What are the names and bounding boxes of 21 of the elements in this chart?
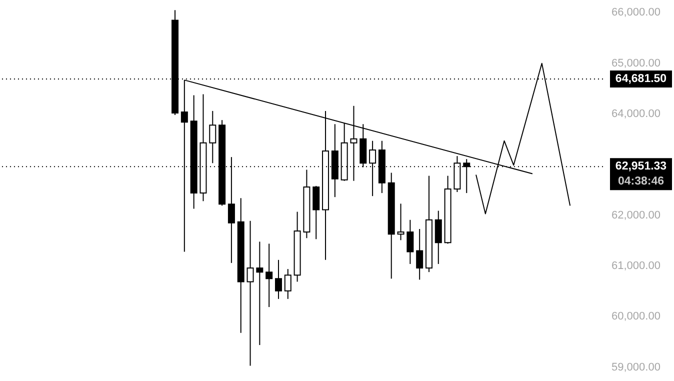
candlestick [416, 228, 424, 280]
candlestick [434, 210, 442, 264]
text: 04:38:46 [618, 176, 664, 188]
candlestick [266, 243, 273, 308]
candlestick [274, 259, 282, 300]
ref-line-label: 64,681.50 [615, 72, 667, 85]
y-tick-label: 65,000.00 [612, 57, 660, 70]
candlestick [246, 220, 254, 366]
y-tick-label: 64,000.00 [612, 108, 660, 120]
y-tick-label: 61,000.00 [612, 260, 660, 272]
candlestick [256, 241, 264, 346]
y-tick-label: 60,000.00 [612, 310, 660, 323]
ref-line-label: 62,951.33 [615, 160, 667, 173]
y-tick-label: 62,000.00 [612, 209, 660, 222]
candlestick [209, 110, 216, 164]
candlestick [397, 203, 404, 241]
candlestick [406, 219, 414, 264]
candlestick [284, 268, 292, 300]
candlestick [312, 185, 320, 240]
y-tick-label: 66,000.00 [612, 6, 660, 19]
y-tick-label: 59,000.00 [612, 361, 660, 374]
